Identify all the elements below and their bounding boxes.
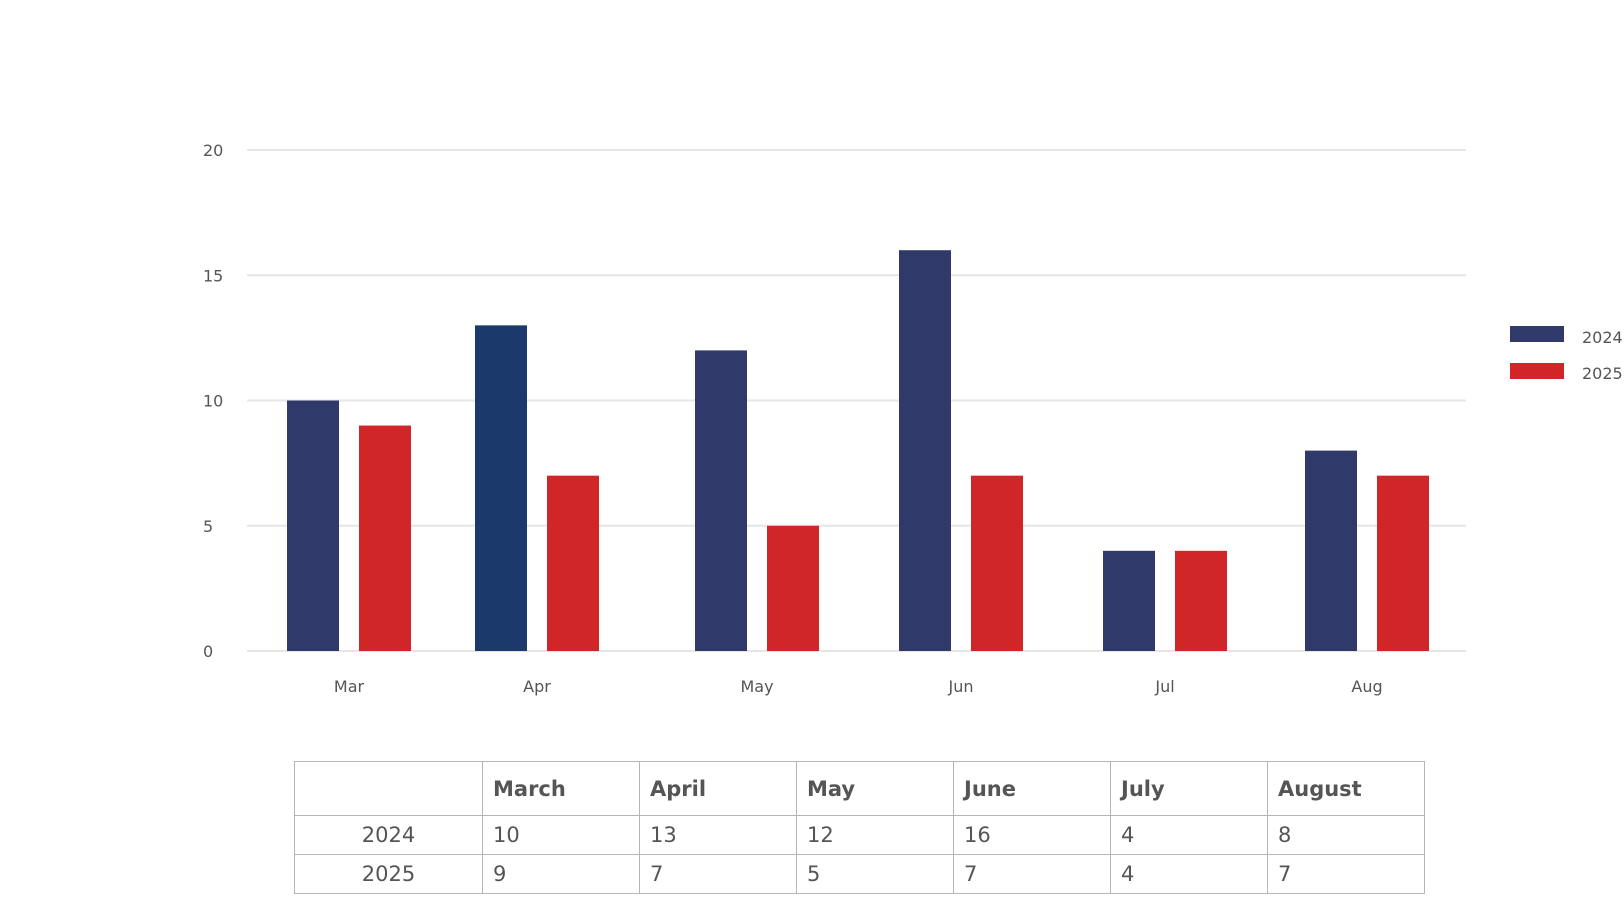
y-tick-label: 20	[203, 141, 223, 160]
bar-2025-jun	[971, 475, 1023, 651]
table-row-label: 2024	[294, 815, 483, 855]
x-tick-label: Apr	[523, 677, 551, 696]
table-corner-cell	[294, 761, 483, 816]
table-cell: 8	[1267, 815, 1425, 855]
x-tick-label: Mar	[334, 677, 365, 696]
table-cell: 7	[1267, 854, 1425, 894]
table-header-cell: July	[1110, 761, 1268, 816]
data-table: March April May June July August 2024 10…	[294, 761, 1425, 894]
bar-2024-jul	[1103, 550, 1155, 651]
x-tick-label: May	[740, 677, 773, 696]
bar-2024-aug	[1305, 450, 1357, 651]
table-header-cell: June	[953, 761, 1111, 816]
x-axis-ticks: Mar Apr May Jun Jul Aug	[334, 677, 1383, 696]
table-row: 2024 10 13 12 16 4 8	[294, 815, 1425, 855]
bar-2024-mar	[287, 400, 339, 651]
table-header-cell: August	[1267, 761, 1425, 816]
table-cell: 10	[482, 815, 640, 855]
legend-swatch-2025	[1510, 363, 1564, 379]
legend-label-2025: 2025	[1582, 364, 1623, 383]
table-cell: 7	[953, 854, 1111, 894]
table-row-label: 2025	[294, 854, 483, 894]
table-header-row: March April May June July August	[294, 761, 1425, 816]
table-cell: 7	[639, 854, 797, 894]
table-cell: 16	[953, 815, 1111, 855]
y-tick-label: 10	[203, 392, 223, 411]
bar-2024-jun	[899, 250, 951, 651]
x-tick-label: Jun	[948, 677, 974, 696]
bar-2025-aug	[1377, 475, 1429, 651]
table-cell: 12	[796, 815, 954, 855]
legend: 2024 2025	[1510, 326, 1623, 383]
bar-chart: 0 5 10 15 20 Mar Apr May Jun Jul Aug 2024 2025	[203, 141, 1623, 696]
bar-2025-may	[767, 525, 819, 651]
bar-2024-may	[695, 350, 747, 651]
table-header-cell: March	[482, 761, 640, 816]
table-header-cell: May	[796, 761, 954, 816]
table-row: 2025 9 7 5 7 4 7	[294, 854, 1425, 894]
x-tick-label: Jul	[1154, 677, 1174, 696]
table-cell: 9	[482, 854, 640, 894]
table-cell: 4	[1110, 815, 1268, 855]
y-axis-ticks: 0 5 10 15 20	[203, 141, 223, 661]
y-tick-label: 5	[203, 517, 213, 536]
y-tick-label: 15	[203, 266, 223, 285]
table-cell: 5	[796, 854, 954, 894]
table-header-cell: April	[639, 761, 797, 816]
bar-2025-jul	[1175, 550, 1227, 651]
table-cell: 4	[1110, 854, 1268, 894]
y-tick-label: 0	[203, 642, 213, 661]
bar-2025-mar	[359, 425, 411, 651]
table-cell: 13	[639, 815, 797, 855]
bar-2024-apr	[475, 325, 527, 651]
bars	[287, 250, 1429, 651]
bar-2025-apr	[547, 475, 599, 651]
legend-label-2024: 2024	[1582, 328, 1623, 347]
legend-swatch-2024	[1510, 326, 1564, 342]
x-tick-label: Aug	[1351, 677, 1382, 696]
gridlines	[247, 149, 1466, 652]
